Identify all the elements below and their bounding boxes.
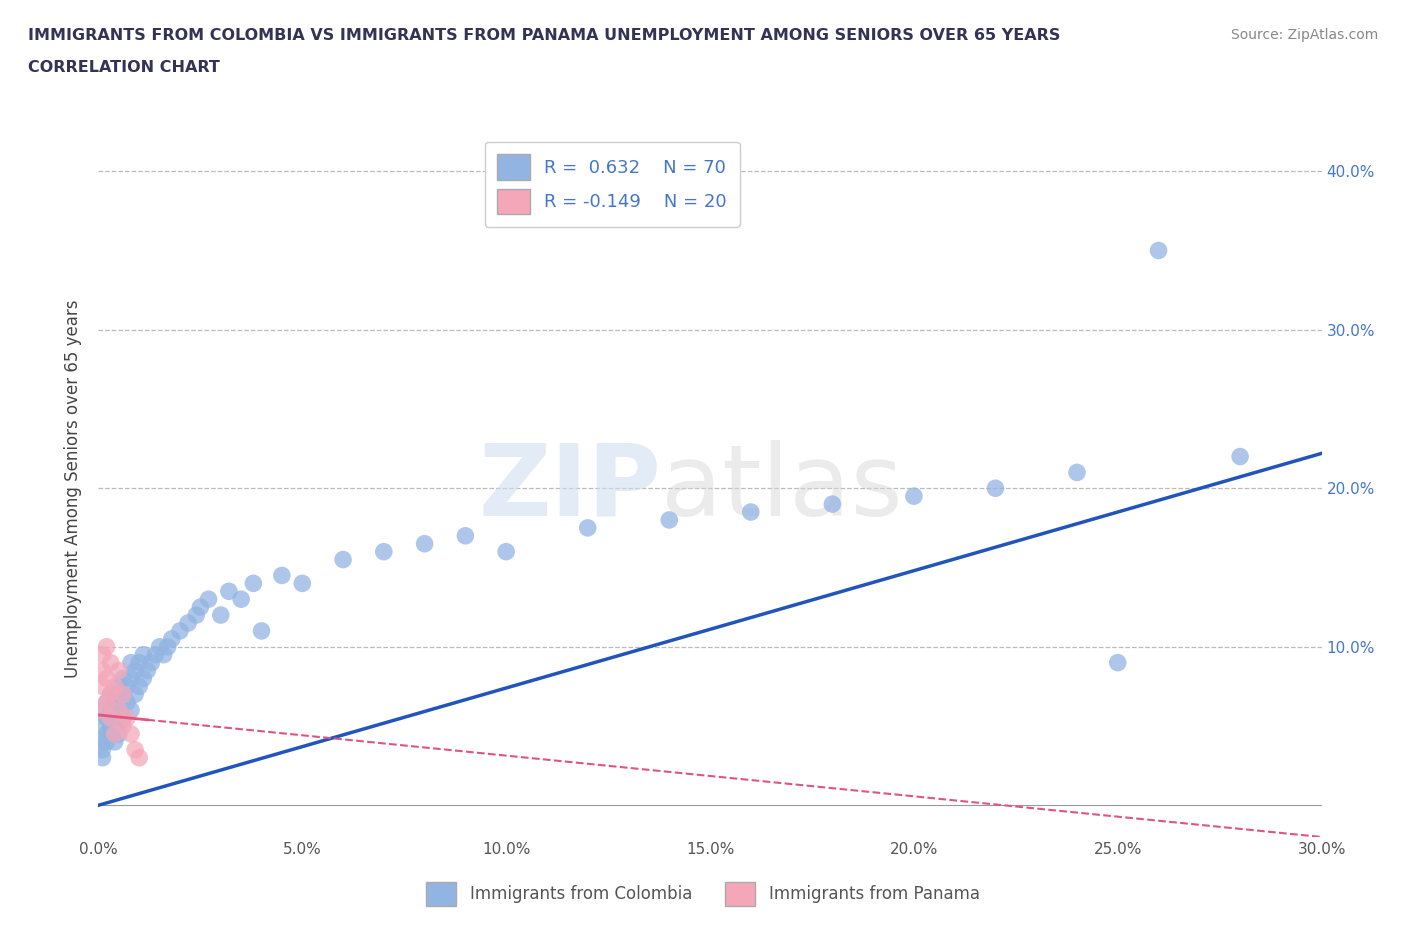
Point (188, 600, 212, 615)
Text: IMMIGRANTS FROM COLOMBIA VS IMMIGRANTS FROM PANAMA UNEMPLOYMENT AMONG SENIORS OV: IMMIGRANTS FROM COLOMBIA VS IMMIGRANTS F… (28, 28, 1060, 43)
Point (100, 687, 122, 702)
Point (91, 647, 114, 662)
Legend: Immigrants from Colombia, Immigrants from Panama: Immigrants from Colombia, Immigrants fro… (419, 875, 987, 912)
Point (111, 687, 134, 702)
Point (291, 576, 314, 591)
Point (104, 695, 127, 710)
Point (111, 711, 134, 725)
Point (124, 687, 146, 702)
Point (576, 521, 599, 536)
Point (1107, 655, 1129, 670)
Point (373, 544, 395, 559)
Point (1066, 465, 1088, 480)
Point (91, 703, 114, 718)
Point (128, 679, 150, 694)
Point (120, 671, 142, 686)
Point (104, 687, 127, 702)
Point (120, 703, 142, 718)
Point (152, 647, 174, 662)
Point (115, 679, 138, 694)
Point (91, 742, 114, 757)
Point (903, 489, 925, 504)
Point (91, 719, 114, 734)
Point (91, 679, 114, 694)
Point (100, 726, 122, 741)
Point (104, 711, 127, 725)
Point (145, 647, 167, 662)
Point (104, 735, 127, 750)
Point (124, 663, 146, 678)
Legend: R =  0.632    N = 70, R = -0.149    N = 20: R = 0.632 N = 70, R = -0.149 N = 20 (485, 141, 740, 227)
Point (108, 663, 131, 678)
Text: CORRELATION CHART: CORRELATION CHART (28, 60, 219, 75)
Point (984, 481, 1007, 496)
Point (132, 671, 155, 686)
Point (1147, 243, 1170, 258)
Point (108, 719, 131, 734)
Point (108, 703, 131, 718)
Point (128, 751, 150, 765)
Point (128, 655, 150, 670)
Point (169, 623, 191, 638)
Point (120, 726, 142, 741)
Point (108, 726, 131, 741)
Text: ZIP: ZIP (478, 440, 661, 537)
Y-axis label: Unemployment Among Seniors over 65 years: Unemployment Among Seniors over 65 years (65, 299, 83, 677)
Text: Source: ZipAtlas.com: Source: ZipAtlas.com (1230, 28, 1378, 42)
Text: atlas: atlas (661, 440, 903, 537)
Point (96, 695, 118, 710)
Point (96, 639, 118, 654)
Point (96, 735, 118, 750)
Point (821, 497, 844, 512)
Point (96, 726, 118, 741)
Point (96, 711, 118, 725)
Point (120, 655, 142, 670)
Point (108, 703, 131, 718)
Point (740, 505, 762, 520)
Point (149, 639, 172, 654)
Point (218, 584, 240, 599)
Point (100, 719, 122, 734)
Point (136, 663, 159, 678)
Point (100, 711, 122, 725)
Point (454, 528, 477, 543)
Point (100, 703, 122, 718)
Point (658, 512, 681, 527)
Point (111, 719, 134, 734)
Point (91, 663, 114, 678)
Point (100, 711, 122, 725)
Point (156, 639, 179, 654)
Point (177, 616, 200, 631)
Point (495, 544, 517, 559)
Point (104, 679, 127, 694)
Point (250, 623, 273, 638)
Point (96, 695, 118, 710)
Point (332, 552, 354, 567)
Point (104, 726, 127, 741)
Point (91, 703, 114, 718)
Point (270, 568, 294, 583)
Point (413, 537, 436, 551)
Point (91, 751, 114, 765)
Point (132, 647, 155, 662)
Point (115, 695, 138, 710)
Point (231, 591, 253, 606)
Point (209, 607, 232, 622)
Point (100, 687, 122, 702)
Point (141, 655, 163, 670)
Point (111, 687, 134, 702)
Point (115, 711, 138, 725)
Point (111, 671, 134, 686)
Point (160, 631, 183, 646)
Point (197, 591, 219, 606)
Point (186, 607, 208, 622)
Point (108, 679, 131, 694)
Point (91, 735, 114, 750)
Point (96, 671, 118, 686)
Point (124, 742, 146, 757)
Point (242, 576, 264, 591)
Point (100, 655, 122, 670)
Point (1229, 449, 1251, 464)
